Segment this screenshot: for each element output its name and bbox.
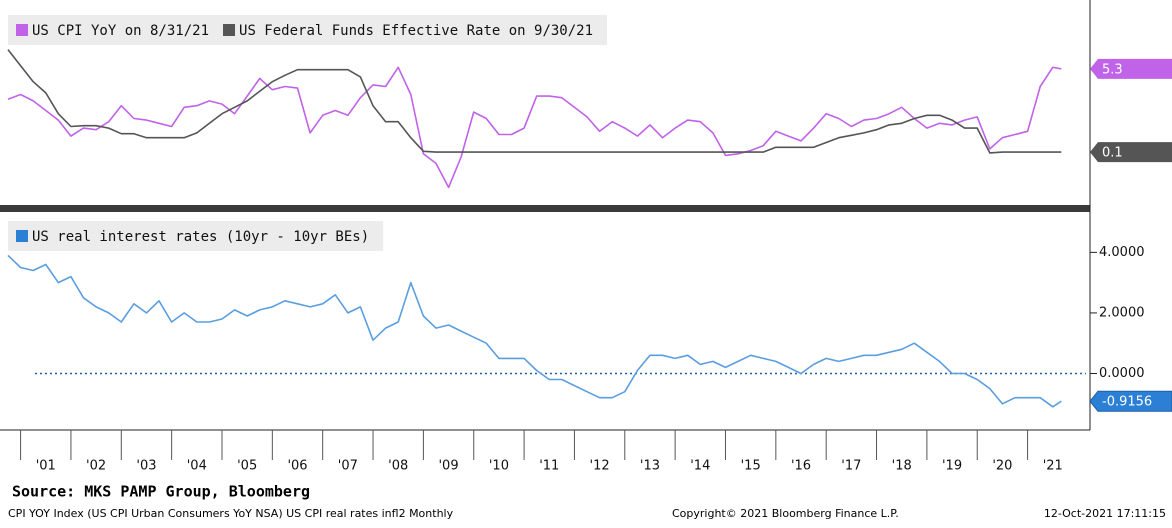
x-tick-label: '06 — [287, 459, 307, 474]
y-tick-label: 4.0000 — [1099, 245, 1145, 260]
x-tick-label: '04 — [187, 459, 207, 474]
legend-label: US real interest rates (10yr - 10yr BEs) — [32, 229, 369, 245]
x-tick-label: '19 — [942, 459, 962, 474]
legend-swatch — [223, 24, 236, 36]
legend-swatch — [16, 230, 28, 242]
legend-background — [8, 15, 608, 45]
legend-label: US Federal Funds Effective Rate on 9/30/… — [239, 23, 593, 39]
x-tick-label: '01 — [36, 459, 56, 474]
x-tick-label: '05 — [237, 459, 257, 474]
x-tick-label: '17 — [841, 459, 861, 474]
x-tick-label: '21 — [1043, 459, 1063, 474]
last-value-label: 5.3 — [1102, 62, 1123, 77]
data-line — [7, 66, 1062, 189]
x-tick-label: '08 — [388, 459, 408, 474]
x-tick-label: '20 — [992, 459, 1012, 474]
last-value-tag — [1089, 390, 1172, 412]
x-tick-label: '15 — [741, 459, 761, 474]
last-value-tag — [1090, 58, 1172, 79]
legend: US real interest rates (10yr - 10yr BEs) — [8, 221, 384, 251]
x-tick-label: '16 — [791, 459, 811, 474]
x-tick-label: '09 — [438, 459, 458, 474]
data-line — [7, 49, 1062, 154]
x-tick-label: '13 — [640, 459, 660, 474]
last-value-tag — [1090, 142, 1172, 163]
x-tick-label: '14 — [690, 459, 710, 474]
copyright: Copyright© 2021 Bloomberg Finance L.P. — [672, 507, 899, 520]
x-tick-label: '02 — [86, 459, 106, 474]
x-tick-label: '18 — [892, 459, 912, 474]
description: CPI YOY Index (US CPI Urban Consumers Yo… — [8, 507, 454, 520]
timestamp: 12-Oct-2021 17:11:15 — [1044, 507, 1166, 520]
x-tick-label: '07 — [338, 459, 358, 474]
legend: US CPI YoY on 8/31/21 US Federal Funds Ef… — [8, 15, 608, 45]
x-tick-label: '03 — [136, 459, 156, 474]
x-tick-label: '10 — [489, 459, 509, 474]
last-value-label: 0.1 — [1102, 146, 1123, 161]
data-line — [7, 254, 1062, 408]
y-tick-label: 0.0000 — [1099, 366, 1145, 381]
last-value-label: -0.9156 — [1102, 395, 1152, 410]
x-tick-label: '12 — [590, 459, 610, 474]
panel-separator — [0, 205, 1090, 212]
legend-swatch — [16, 24, 28, 36]
x-tick-label: '11 — [539, 459, 559, 474]
legend-background — [8, 221, 384, 251]
source: Source: MKS PAMP Group, Bloomberg — [12, 483, 310, 501]
y-tick-label: 2.0000 — [1099, 305, 1145, 320]
legend-label: US CPI YoY on 8/31/21 — [32, 23, 209, 39]
